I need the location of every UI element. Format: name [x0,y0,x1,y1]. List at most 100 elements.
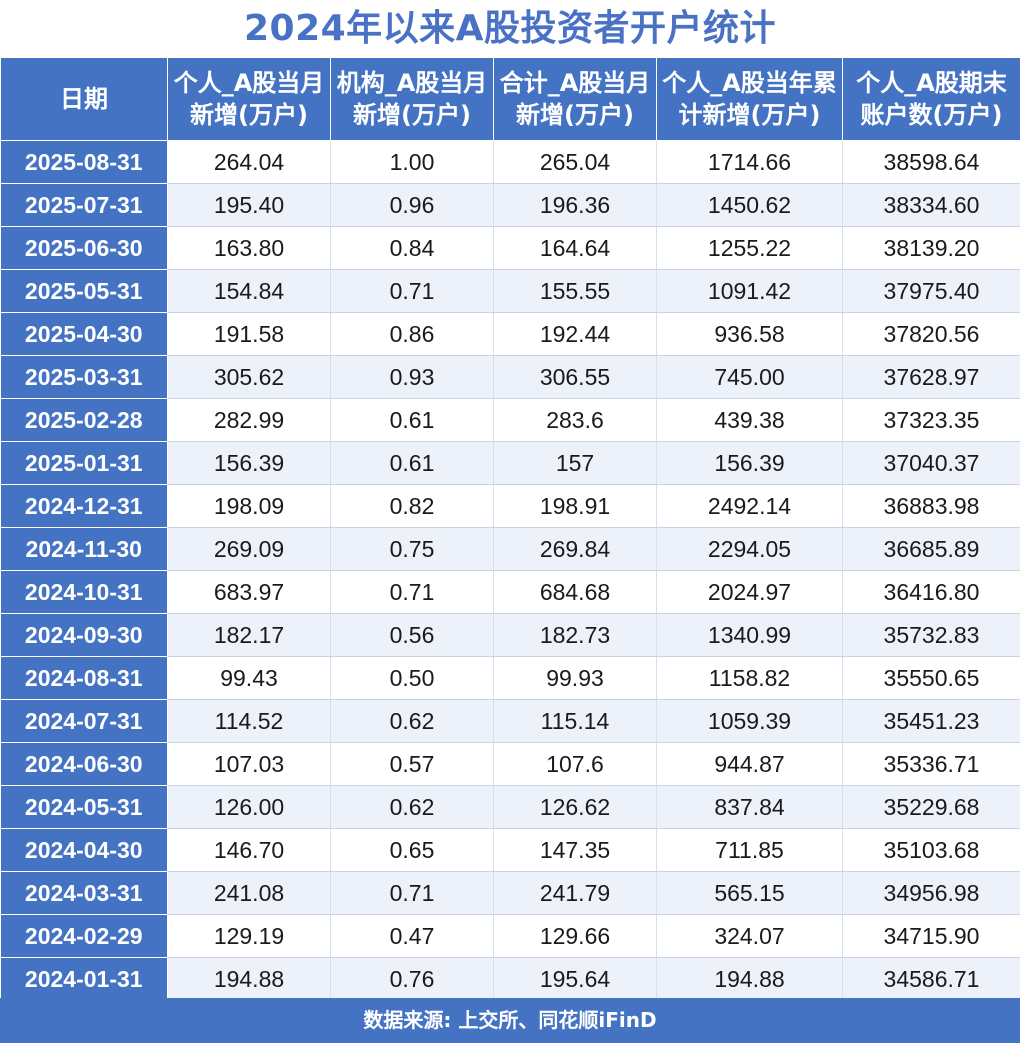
individual-ytd-new-cell: 1340.99 [656,613,843,657]
table-row: 2024-12-31 198.09 0.82 198.91 2492.14 36883.9… [0,484,1020,528]
date-cell: 2025-01-31 [0,441,168,485]
individual-monthly-new-cell: 129.19 [167,914,331,958]
individual-monthly-new-cell: 156.39 [167,441,331,485]
table-row: 2024-04-30 146.70 0.65 147.35 711.85 35103.68 [0,828,1020,872]
total-monthly-new-cell: 164.64 [493,226,657,270]
individual-monthly-new-cell: 241.08 [167,871,331,915]
institution-monthly-new-cell: 0.96 [330,183,494,227]
total-monthly-new-cell: 196.36 [493,183,657,227]
institution-monthly-new-cell: 0.62 [330,785,494,829]
date-cell: 2024-02-29 [0,914,168,958]
individual-monthly-new-cell: 264.04 [167,140,331,184]
institution-monthly-new-cell: 0.76 [330,957,494,1001]
individual-monthly-new-cell: 146.70 [167,828,331,872]
table-row: 2024-02-29 129.19 0.47 129.66 324.07 34715.90 [0,914,1020,958]
individual-ytd-new-cell: 1255.22 [656,226,843,270]
institution-monthly-new-cell: 0.71 [330,269,494,313]
total-monthly-new-cell: 155.55 [493,269,657,313]
institution-monthly-new-cell: 0.61 [330,441,494,485]
total-monthly-new-cell: 99.93 [493,656,657,700]
institution-monthly-new-cell: 0.62 [330,699,494,743]
individual-ytd-new-cell: 1714.66 [656,140,843,184]
column-header-individual-ytd-new: 个人_A股当年累计新增(万户) [656,57,843,141]
institution-monthly-new-cell: 0.86 [330,312,494,356]
date-cell: 2025-03-31 [0,355,168,399]
individual-ytd-new-cell: 745.00 [656,355,843,399]
individual-period-end-accounts-cell: 35336.71 [842,742,1020,786]
individual-ytd-new-cell: 156.39 [656,441,843,485]
table-row: 2024-07-31 114.52 0.62 115.14 1059.39 35451.2… [0,699,1020,743]
date-cell: 2024-04-30 [0,828,168,872]
total-monthly-new-cell: 192.44 [493,312,657,356]
date-cell: 2025-04-30 [0,312,168,356]
individual-ytd-new-cell: 194.88 [656,957,843,1001]
date-cell: 2024-07-31 [0,699,168,743]
table-row: 2024-01-31 194.88 0.76 195.64 194.88 34586.71 [0,957,1020,1001]
total-monthly-new-cell: 198.91 [493,484,657,528]
individual-monthly-new-cell: 163.80 [167,226,331,270]
table-row: 2024-06-30 107.03 0.57 107.6 944.87 35336.71 [0,742,1020,786]
individual-monthly-new-cell: 191.58 [167,312,331,356]
table-row: 2025-01-31 156.39 0.61 157 156.39 37040.37 [0,441,1020,485]
individual-ytd-new-cell: 439.38 [656,398,843,442]
individual-period-end-accounts-cell: 36883.98 [842,484,1020,528]
institution-monthly-new-cell: 0.50 [330,656,494,700]
individual-ytd-new-cell: 565.15 [656,871,843,915]
individual-monthly-new-cell: 182.17 [167,613,331,657]
individual-period-end-accounts-cell: 38334.60 [842,183,1020,227]
total-monthly-new-cell: 115.14 [493,699,657,743]
table-row: 2024-10-31 683.97 0.71 684.68 2024.97 36416.8… [0,570,1020,614]
column-header-total-monthly-new: 合计_A股当月新增(万户) [493,57,657,141]
total-monthly-new-cell: 157 [493,441,657,485]
individual-monthly-new-cell: 99.43 [167,656,331,700]
individual-period-end-accounts-cell: 35229.68 [842,785,1020,829]
column-header-individual-period-end-accounts: 个人_A股期末账户数(万户) [842,57,1020,141]
date-cell: 2024-05-31 [0,785,168,829]
account-stats-table: 日期 个人_A股当月新增(万户) 机构_A股当月新增(万户) 合计_A股当月新增… [0,57,1020,1001]
table-header: 日期 个人_A股当月新增(万户) 机构_A股当月新增(万户) 合计_A股当月新增… [0,57,1020,141]
table-row: 2024-03-31 241.08 0.71 241.79 565.15 34956.98 [0,871,1020,915]
individual-period-end-accounts-cell: 37040.37 [842,441,1020,485]
individual-ytd-new-cell: 1059.39 [656,699,843,743]
individual-period-end-accounts-cell: 35550.65 [842,656,1020,700]
date-cell: 2025-02-28 [0,398,168,442]
individual-ytd-new-cell: 1450.62 [656,183,843,227]
individual-ytd-new-cell: 1091.42 [656,269,843,313]
total-monthly-new-cell: 684.68 [493,570,657,614]
date-cell: 2024-10-31 [0,570,168,614]
table-row: 2025-03-31 305.62 0.93 306.55 745.00 37628.97 [0,355,1020,399]
individual-period-end-accounts-cell: 34715.90 [842,914,1020,958]
individual-monthly-new-cell: 114.52 [167,699,331,743]
date-cell: 2024-08-31 [0,656,168,700]
individual-period-end-accounts-cell: 34956.98 [842,871,1020,915]
institution-monthly-new-cell: 0.61 [330,398,494,442]
individual-monthly-new-cell: 126.00 [167,785,331,829]
institution-monthly-new-cell: 0.71 [330,871,494,915]
total-monthly-new-cell: 306.55 [493,355,657,399]
individual-monthly-new-cell: 194.88 [167,957,331,1001]
date-cell: 2024-03-31 [0,871,168,915]
individual-ytd-new-cell: 2294.05 [656,527,843,571]
total-monthly-new-cell: 129.66 [493,914,657,958]
table-body: 2025-08-31 264.04 1.00 265.04 1714.66 38598.6… [0,140,1020,1001]
institution-monthly-new-cell: 0.56 [330,613,494,657]
table-row: 2025-07-31 195.40 0.96 196.36 1450.62 38334.6… [0,183,1020,227]
date-cell: 2024-12-31 [0,484,168,528]
institution-monthly-new-cell: 0.65 [330,828,494,872]
table-row: 2025-02-28 282.99 0.61 283.6 439.38 37323.35 [0,398,1020,442]
individual-period-end-accounts-cell: 36416.80 [842,570,1020,614]
total-monthly-new-cell: 126.62 [493,785,657,829]
individual-ytd-new-cell: 837.84 [656,785,843,829]
total-monthly-new-cell: 283.6 [493,398,657,442]
date-cell: 2024-01-31 [0,957,168,1001]
date-cell: 2025-07-31 [0,183,168,227]
individual-period-end-accounts-cell: 38598.64 [842,140,1020,184]
individual-period-end-accounts-cell: 35732.83 [842,613,1020,657]
table-row: 2025-06-30 163.80 0.84 164.64 1255.22 38139.2… [0,226,1020,270]
individual-monthly-new-cell: 154.84 [167,269,331,313]
institution-monthly-new-cell: 0.82 [330,484,494,528]
individual-monthly-new-cell: 683.97 [167,570,331,614]
total-monthly-new-cell: 147.35 [493,828,657,872]
individual-ytd-new-cell: 936.58 [656,312,843,356]
